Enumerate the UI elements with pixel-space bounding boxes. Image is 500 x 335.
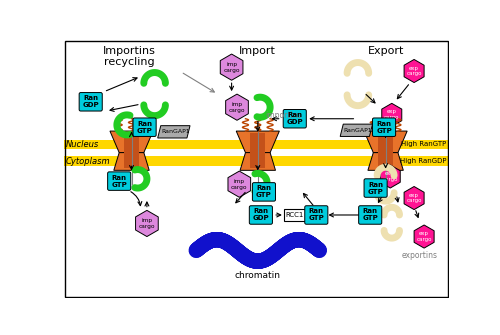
- Bar: [250, 133, 266, 168]
- Text: imp
cargo: imp cargo: [231, 179, 248, 190]
- Text: chromatin: chromatin: [235, 271, 281, 279]
- Text: RanGAP1: RanGAP1: [161, 129, 190, 134]
- Polygon shape: [414, 225, 434, 248]
- Text: Nucleus: Nucleus: [66, 140, 100, 149]
- Text: Ran
GTP: Ran GTP: [256, 185, 272, 198]
- Text: Ran
GDP: Ran GDP: [252, 208, 269, 221]
- Bar: [378, 133, 394, 168]
- FancyBboxPatch shape: [252, 183, 276, 201]
- Text: High RanGDP: High RanGDP: [400, 158, 446, 164]
- Text: exp
cargo: exp cargo: [406, 66, 422, 76]
- Bar: [124, 133, 139, 168]
- Polygon shape: [220, 54, 243, 80]
- Text: Cytoplasm: Cytoplasm: [66, 156, 110, 165]
- Polygon shape: [382, 103, 402, 126]
- Text: Ran
GDP: Ran GDP: [82, 95, 99, 108]
- Text: exp
cargo: exp cargo: [382, 171, 398, 182]
- FancyBboxPatch shape: [133, 118, 156, 136]
- Text: exp
cargo: exp cargo: [416, 231, 432, 242]
- FancyBboxPatch shape: [79, 92, 102, 111]
- Text: exp
cargo: exp cargo: [384, 110, 400, 120]
- Polygon shape: [240, 153, 276, 170]
- Polygon shape: [136, 210, 158, 237]
- Polygon shape: [368, 153, 404, 170]
- FancyBboxPatch shape: [364, 179, 387, 197]
- FancyBboxPatch shape: [283, 110, 306, 128]
- Polygon shape: [340, 124, 372, 136]
- Text: Importins
recycling: Importins recycling: [103, 46, 156, 67]
- Polygon shape: [404, 59, 424, 82]
- Bar: [64, 156, 449, 166]
- Polygon shape: [228, 171, 250, 197]
- Bar: [284, 209, 306, 221]
- Text: Ran
GTP: Ran GTP: [112, 175, 127, 188]
- Text: imp
cargo: imp cargo: [229, 102, 245, 113]
- Polygon shape: [114, 153, 149, 170]
- Polygon shape: [380, 165, 400, 188]
- Bar: [64, 140, 449, 149]
- Text: Ran
GTP: Ran GTP: [136, 121, 152, 134]
- Text: Ran
GTP: Ran GTP: [368, 182, 384, 195]
- Text: Import: Import: [240, 46, 276, 56]
- Text: Ran
GTP: Ran GTP: [376, 121, 392, 134]
- Text: Ran
GDP: Ran GDP: [286, 112, 303, 125]
- Text: RCC1: RCC1: [286, 212, 304, 218]
- Polygon shape: [404, 187, 424, 210]
- FancyBboxPatch shape: [108, 172, 130, 190]
- Polygon shape: [158, 126, 190, 138]
- FancyBboxPatch shape: [372, 118, 396, 136]
- FancyBboxPatch shape: [358, 206, 382, 224]
- Text: High RanGTP: High RanGTP: [401, 141, 446, 147]
- Text: exp
cargo: exp cargo: [406, 193, 422, 203]
- Text: RanGAP1: RanGAP1: [344, 128, 372, 133]
- Text: Export: Export: [368, 46, 404, 56]
- Text: imp
cargo: imp cargo: [138, 218, 155, 229]
- Text: Ran
GTP: Ran GTP: [362, 208, 378, 221]
- FancyBboxPatch shape: [305, 206, 328, 224]
- Text: imp
cargo: imp cargo: [224, 62, 240, 73]
- FancyBboxPatch shape: [250, 206, 272, 224]
- Polygon shape: [110, 131, 153, 153]
- Polygon shape: [364, 131, 407, 153]
- Text: importins: importins: [266, 111, 302, 120]
- Text: exportins: exportins: [402, 251, 438, 260]
- Polygon shape: [226, 94, 248, 120]
- Polygon shape: [236, 131, 280, 153]
- Text: Ran
GTP: Ran GTP: [308, 208, 324, 221]
